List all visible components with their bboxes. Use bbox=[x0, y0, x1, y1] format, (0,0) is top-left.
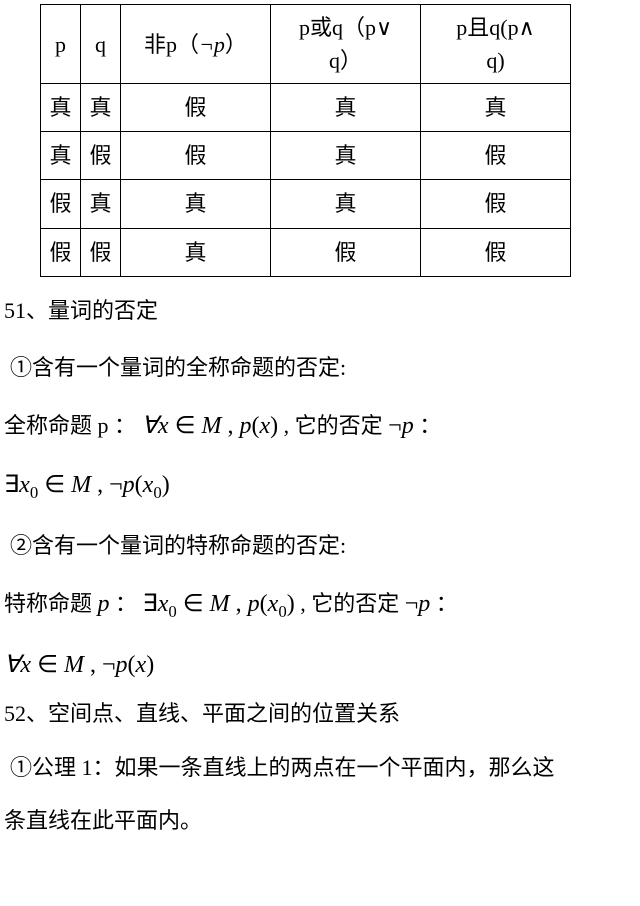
cell: 真 bbox=[271, 84, 421, 132]
cell: 真 bbox=[81, 84, 121, 132]
header-q: q bbox=[81, 5, 121, 84]
table-header-row: p q 非p（¬p） p或q（p∨ q） p且q(p∧ q) bbox=[41, 5, 571, 84]
axiom-1-line1: ①公理 1：如果一条直线上的两点在一个平面内，那么这 bbox=[0, 750, 640, 785]
header-and: p且q(p∧ q) bbox=[421, 5, 571, 84]
axiom-1-line2: 条直线在此平面内。 bbox=[0, 803, 640, 838]
section-51-title: 51、量词的否定 bbox=[0, 293, 640, 328]
existential-proposition-line: 特称命题 p ： ∃x0 ∈ M , p(x0) , 它的否定 ¬p ： bbox=[0, 585, 640, 626]
cell: 假 bbox=[271, 228, 421, 276]
cell: 假 bbox=[81, 132, 121, 180]
header-or: p或q（p∨ q） bbox=[271, 5, 421, 84]
cell: 真 bbox=[421, 84, 571, 132]
cell: 真 bbox=[271, 132, 421, 180]
section-51-sub2: ②含有一个量词的特称命题的否定: bbox=[0, 528, 640, 563]
section-51-sub1: ①含有一个量词的全称命题的否定: bbox=[0, 350, 640, 385]
cell: 假 bbox=[121, 84, 271, 132]
truth-table: p q 非p（¬p） p或q（p∨ q） p且q(p∧ q) 真 真 假 bbox=[40, 4, 571, 277]
cell: 假 bbox=[121, 132, 271, 180]
table-row: 真 真 假 真 真 bbox=[41, 84, 571, 132]
table-row: 假 假 真 假 假 bbox=[41, 228, 571, 276]
cell: 假 bbox=[41, 228, 81, 276]
cell: 假 bbox=[421, 180, 571, 228]
existential-neg-formula: ∀x ∈ M , ¬p(x) bbox=[0, 646, 640, 684]
header-not-p: 非p（¬p） bbox=[121, 5, 271, 84]
cell: 真 bbox=[41, 84, 81, 132]
universal-neg-formula: ∃x0 ∈ M , ¬p(x0) bbox=[0, 466, 640, 507]
cell: 真 bbox=[41, 132, 81, 180]
cell: 假 bbox=[421, 228, 571, 276]
cell: 真 bbox=[121, 180, 271, 228]
cell: 真 bbox=[271, 180, 421, 228]
table-row: 假 真 真 真 假 bbox=[41, 180, 571, 228]
cell: 假 bbox=[81, 228, 121, 276]
universal-proposition-line: 全称命题 p ： ∀x ∈ M , p(x) , 它的否定 ¬p ： bbox=[0, 407, 640, 445]
section-52-title: 52、空间点、直线、平面之间的位置关系 bbox=[0, 696, 640, 731]
cell: 假 bbox=[421, 132, 571, 180]
cell: 真 bbox=[81, 180, 121, 228]
table-row: 真 假 假 真 假 bbox=[41, 132, 571, 180]
cell: 假 bbox=[41, 180, 81, 228]
cell: 真 bbox=[121, 228, 271, 276]
header-p: p bbox=[41, 5, 81, 84]
